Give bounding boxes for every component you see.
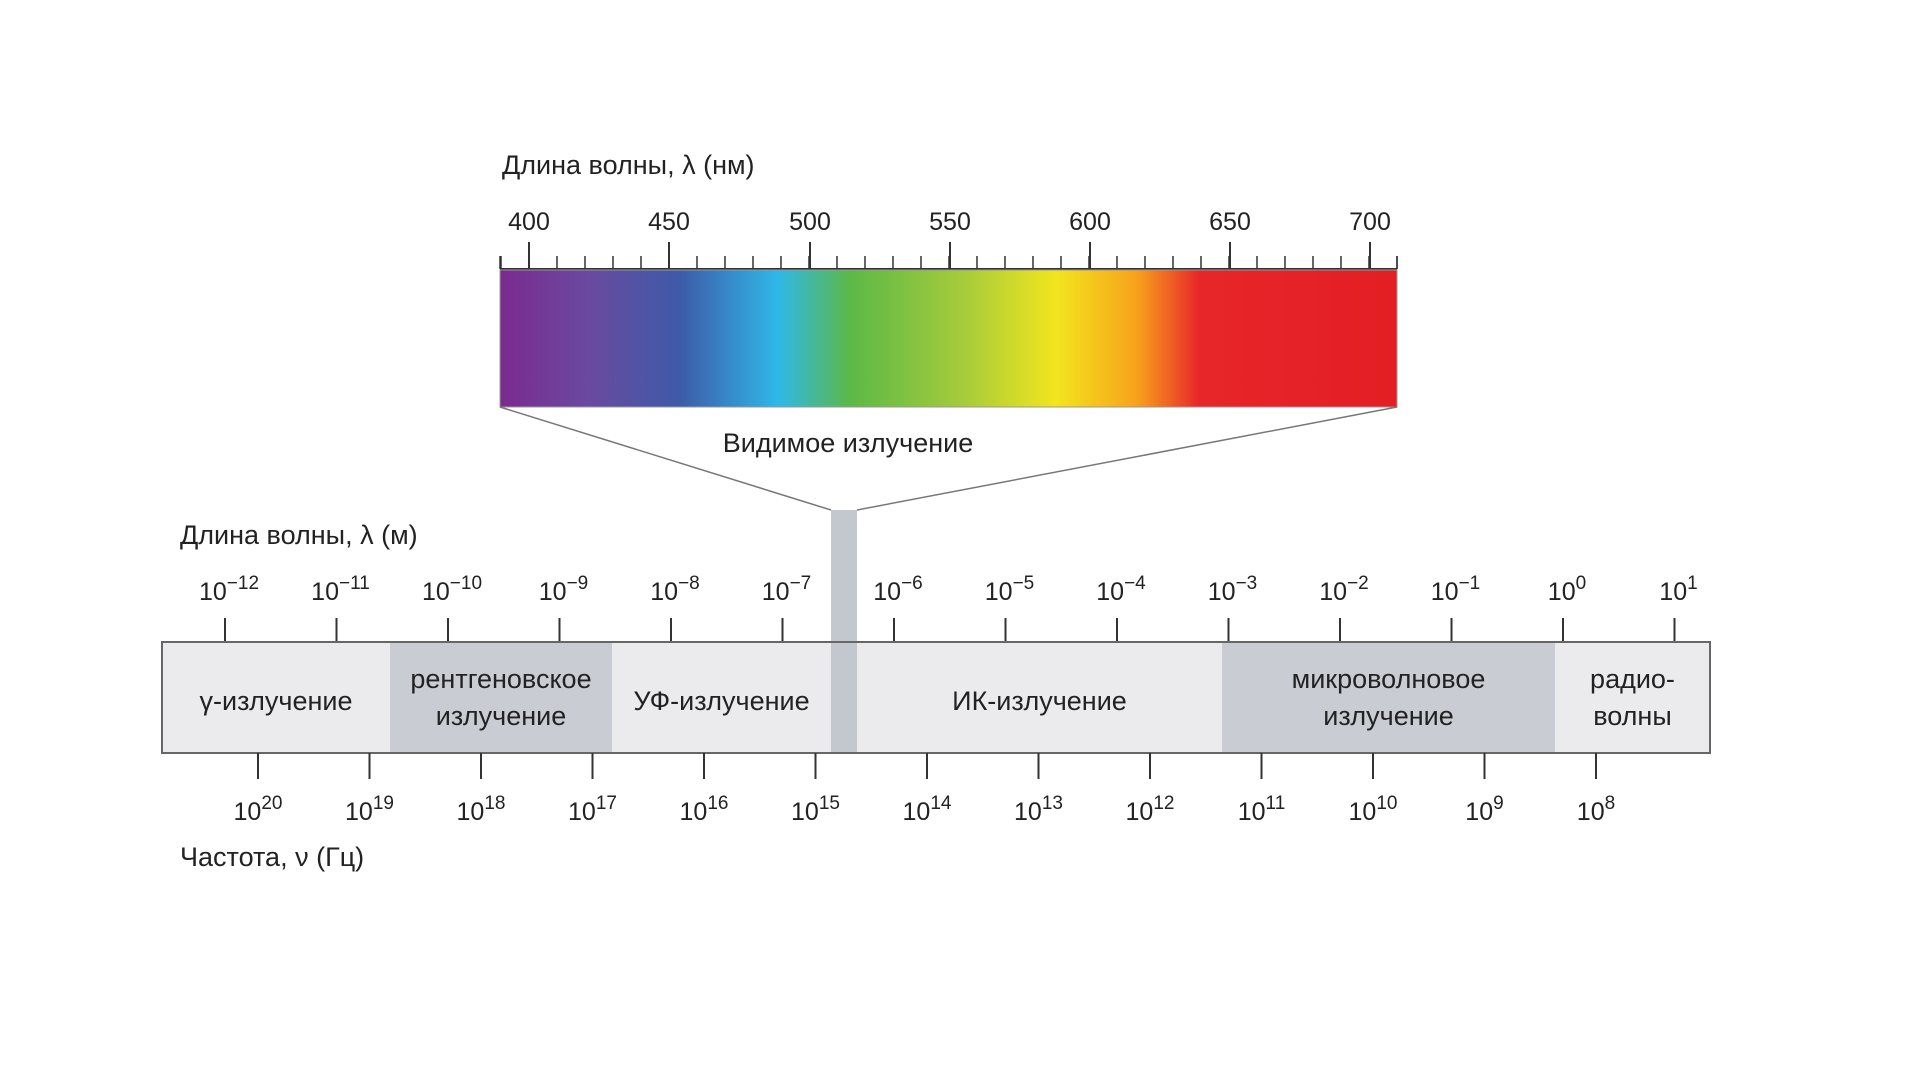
- frequency-tick-label: 1015: [791, 793, 840, 826]
- nm-tick-label: 700: [1349, 208, 1391, 236]
- wavelength-tick-label: 101: [1659, 573, 1697, 606]
- wavelength-tick-label: 10−6: [873, 573, 922, 606]
- zoom-line-left: [499, 406, 832, 511]
- frequency-tick-label: 1013: [1014, 793, 1063, 826]
- frequency-tick-label: 1018: [457, 793, 506, 826]
- nm-axis-title: Длина волны, λ (нм): [502, 150, 755, 180]
- band-label-gamma: γ-излучение: [200, 686, 353, 716]
- nm-ticks: 400 450 500 550 600 650 700: [499, 208, 1398, 269]
- frequency-ticks: 1020 1019 1018 1017 1016 1015 1014 1013 1012 1011…: [234, 753, 1615, 826]
- nm-tick-label: 450: [648, 208, 690, 236]
- nm-tick-label: 400: [508, 208, 550, 236]
- wavelength-axis-title: Длина волны, λ (м): [180, 520, 418, 550]
- visible-label: Видимое излучение: [723, 428, 974, 458]
- frequency-tick-label: 109: [1465, 793, 1503, 826]
- wavelength-tick-label: 10−4: [1096, 573, 1146, 606]
- spectrum-bands: γ-излучение рентгеновское излучение УФ-излу…: [162, 642, 1710, 753]
- nm-tick-label: 500: [789, 208, 831, 236]
- wavelength-tick-label: 10−1: [1431, 573, 1480, 606]
- frequency-tick-label: 1012: [1126, 793, 1175, 826]
- wavelength-tick-label: 10−9: [539, 573, 588, 606]
- frequency-tick-label: 1010: [1349, 793, 1398, 826]
- frequency-tick-label: 1019: [345, 793, 394, 826]
- wavelength-tick-label: 10−5: [985, 573, 1034, 606]
- nm-ruler: 400 450 500 550 600 650 700: [499, 208, 1398, 270]
- band-label-microwave: излучение: [1323, 701, 1454, 731]
- band-label-microwave: микроволновое: [1292, 664, 1486, 694]
- band-xray: [390, 642, 612, 753]
- band-label-uv: УФ-излучение: [633, 686, 809, 716]
- nm-tick-label: 550: [929, 208, 971, 236]
- spectrum-bar: γ-излучение рентгеновское излучение УФ-излу…: [161, 510, 1711, 754]
- band-label-xray: рентгеновское: [410, 664, 591, 694]
- wavelength-tick-label: 10−10: [422, 573, 482, 606]
- frequency-tick-label: 1011: [1238, 793, 1286, 826]
- wavelength-tick-label: 10−12: [199, 573, 259, 606]
- frequency-tick-label: 1017: [568, 793, 617, 826]
- frequency-tick-label: 108: [1577, 793, 1615, 826]
- visible-band: [831, 510, 857, 753]
- band-label-xray: излучение: [436, 701, 567, 731]
- band-gamma: [162, 642, 390, 753]
- wavelength-tick-label: 10−3: [1208, 573, 1257, 606]
- band-label-radio: волны: [1593, 701, 1672, 731]
- nm-tick-label: 650: [1209, 208, 1251, 236]
- frequency-axis-title: Частота, ν (Гц): [180, 842, 364, 872]
- wavelength-tick-label: 10−8: [650, 573, 699, 606]
- nm-tick-label: 600: [1069, 208, 1111, 236]
- spectrum-bar-outline: [161, 641, 1711, 754]
- band-uv: [612, 642, 831, 753]
- band-radio: [1555, 642, 1710, 753]
- zoom-line-right: [856, 406, 1398, 511]
- wavelength-tick-label: 100: [1548, 573, 1586, 606]
- band-ir: [857, 642, 1222, 753]
- band-label-ir: ИК-излучение: [952, 686, 1127, 716]
- band-label-radio: радио-: [1590, 664, 1675, 694]
- band-microwave: [1222, 642, 1555, 753]
- frequency-tick-label: 1016: [680, 793, 729, 826]
- wavelength-tick-label: 10−11: [311, 573, 370, 606]
- visible-spectrum-bar: [499, 269, 1398, 408]
- wavelength-tick-label: 10−7: [762, 573, 811, 606]
- frequency-tick-label: 1020: [234, 793, 283, 826]
- wavelength-tick-label: 10−2: [1319, 573, 1368, 606]
- frequency-tick-label: 1014: [903, 793, 952, 826]
- wavelength-ticks: 10−12 10−11 10−10 10−9 10−8 10−7 10−6 10−5 10−4 1…: [199, 573, 1698, 642]
